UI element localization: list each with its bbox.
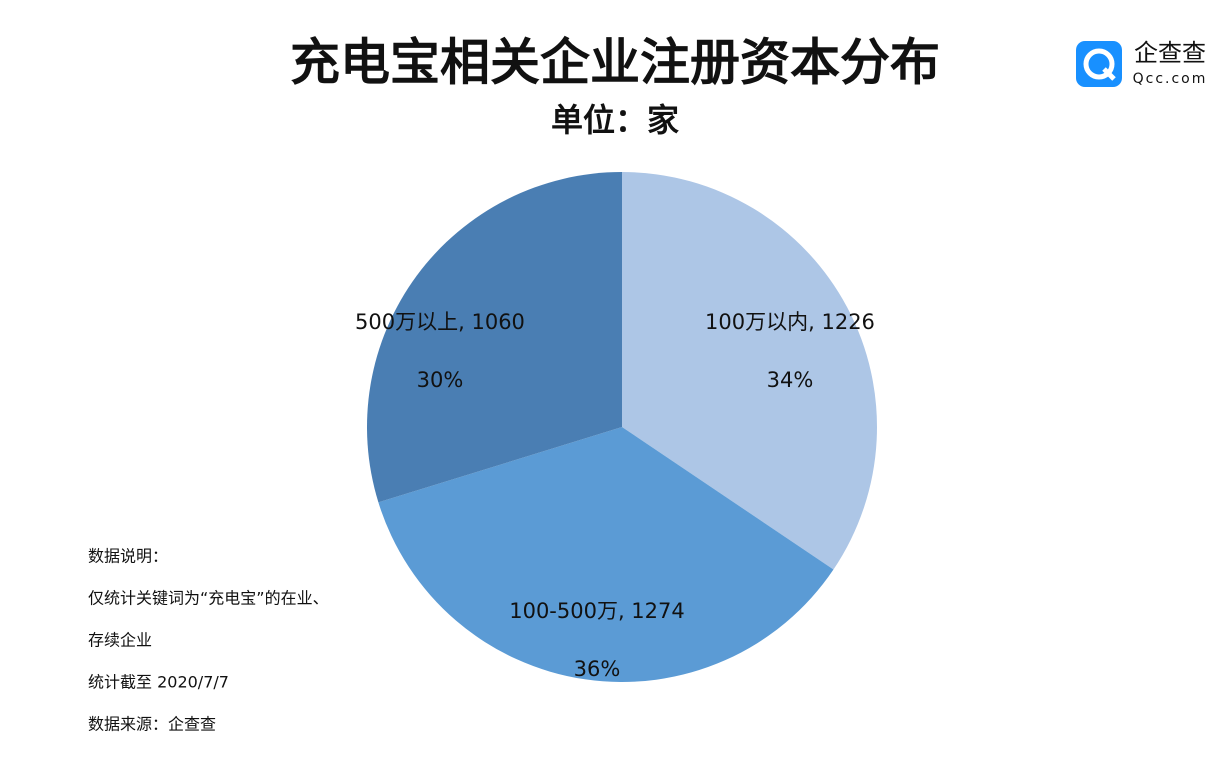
pie-slice bbox=[378, 427, 834, 682]
logo: 企查查 Qcc.com bbox=[1076, 39, 1208, 87]
slice-percent: 36% bbox=[574, 657, 621, 681]
pie-slice bbox=[366, 172, 622, 503]
footnote: 统计截至 2020/7/7 bbox=[88, 673, 229, 692]
slice-percent: 30% bbox=[417, 368, 464, 392]
footnote: 存续企业 bbox=[88, 631, 152, 650]
chart-subtitle: 单位：家 bbox=[551, 101, 679, 139]
pie-slice bbox=[622, 172, 878, 570]
footnote: 数据来源：企查查 bbox=[88, 715, 216, 734]
footnote: 数据说明： bbox=[88, 547, 168, 566]
slice-label: 500万以上, 1060 bbox=[355, 310, 525, 334]
logo-icon bbox=[1076, 41, 1122, 87]
footnote: 仅统计关键词为“充电宝”的在业、 bbox=[88, 589, 329, 608]
logo-url: Qcc.com bbox=[1133, 71, 1208, 87]
logo-q-tail bbox=[1102, 67, 1116, 81]
slice-label: 100万以内, 1226 bbox=[705, 310, 875, 334]
slice-percent: 34% bbox=[767, 368, 814, 392]
slice-label: 100-500万, 1274 bbox=[509, 599, 685, 623]
logo-name: 企查查 bbox=[1134, 39, 1206, 67]
chart-title: 充电宝相关企业注册资本分布 bbox=[290, 34, 940, 92]
logo-q bbox=[1083, 48, 1115, 80]
